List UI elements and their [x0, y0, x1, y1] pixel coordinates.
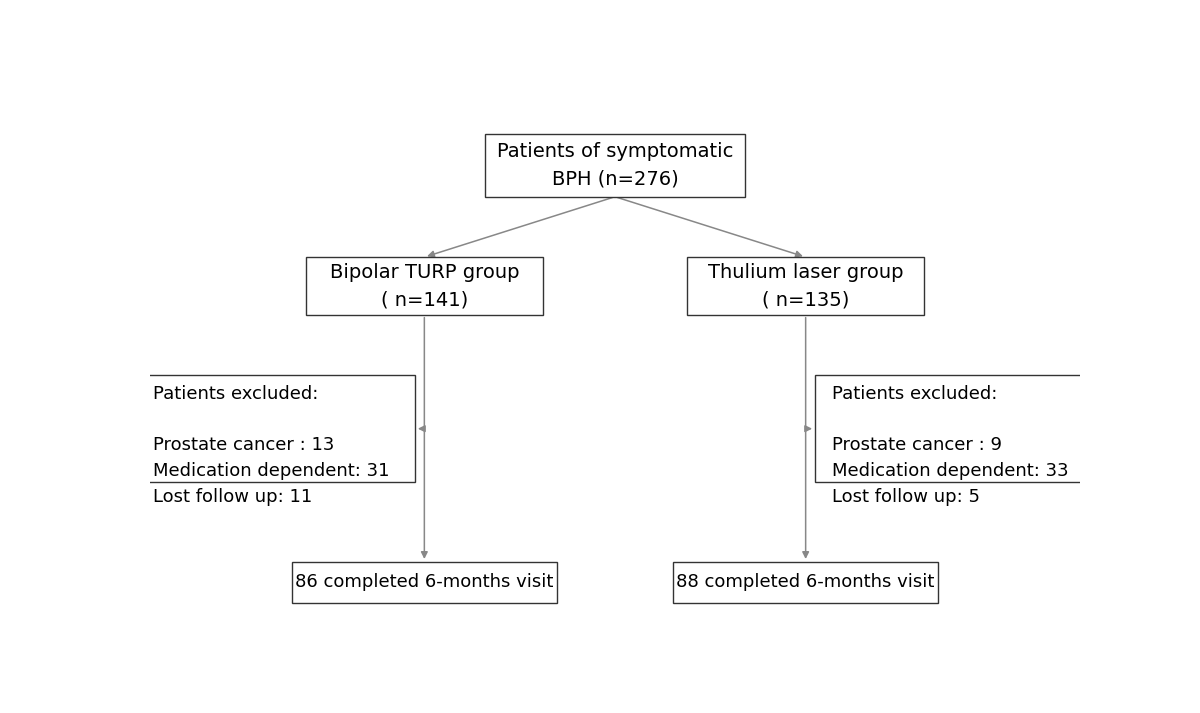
Text: Patients excluded:

Prostate cancer : 9
Medication dependent: 33
Lost follow up:: Patients excluded: Prostate cancer : 9 M…: [832, 385, 1068, 506]
Bar: [485, 133, 745, 197]
Text: Patients of symptomatic
BPH (n=276): Patients of symptomatic BPH (n=276): [497, 142, 733, 188]
Bar: [306, 257, 542, 314]
Text: Patients excluded:

Prostate cancer : 13
Medication dependent: 31
Lost follow up: Patients excluded: Prostate cancer : 13 …: [152, 385, 389, 506]
Bar: [815, 375, 1094, 482]
Text: Bipolar TURP group
( n=141): Bipolar TURP group ( n=141): [330, 263, 520, 309]
Bar: [292, 562, 557, 603]
Bar: [673, 562, 938, 603]
Text: Thulium laser group
( n=135): Thulium laser group ( n=135): [708, 263, 904, 309]
Bar: [136, 375, 415, 482]
Text: 86 completed 6-months visit: 86 completed 6-months visit: [295, 573, 553, 591]
Text: 88 completed 6-months visit: 88 completed 6-months visit: [677, 573, 935, 591]
Bar: [688, 257, 924, 314]
